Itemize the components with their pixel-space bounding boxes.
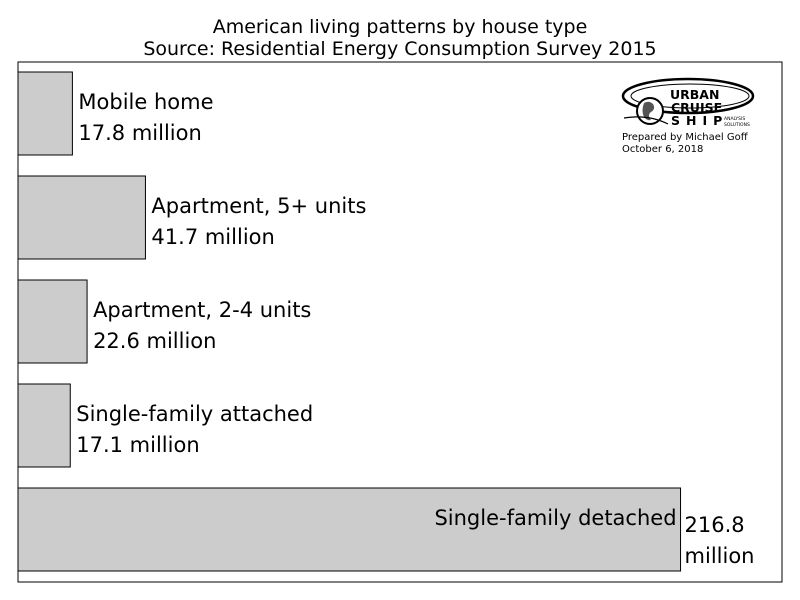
bar-category-label: Mobile home	[78, 90, 213, 114]
bar	[17, 279, 88, 364]
logo-tag2: SOLUTIONS	[724, 122, 750, 128]
logo-line2: CRUISE	[671, 100, 722, 115]
bar-value-label: 22.6 million	[93, 329, 216, 353]
chart-subtitle: Source: Residential Energy Consumption S…	[143, 38, 656, 60]
bar-category-label: Apartment, 5+ units	[151, 194, 366, 218]
bar-value-label: 41.7 million	[151, 225, 274, 249]
logo-tag1: ANALYSIS	[724, 116, 745, 122]
logo-line3: SHIP	[671, 113, 728, 128]
bar-category-label: Single-family attached	[76, 402, 313, 426]
bar	[17, 175, 146, 260]
bar-value-label: 17.1 million	[76, 433, 199, 457]
bar	[17, 383, 71, 468]
urban-cruise-ship-logo: URBAN CRUISE SHIP ANALYSIS SOLUTIONS	[621, 77, 755, 128]
bar-value-label: 17.8 million	[78, 121, 201, 145]
logo-line1: URBAN	[670, 87, 719, 102]
bar	[17, 487, 682, 572]
bar	[17, 71, 73, 156]
bars-layer: Mobile home 17.8 million Apartment, 5+ uni…	[17, 71, 755, 572]
credit-block: URBAN CRUISE SHIP ANALYSIS SOLUTIONS Pre…	[621, 77, 755, 155]
bar-value-label: 216.8 million	[685, 513, 755, 568]
bar-category-label: Single-family detached	[434, 506, 676, 530]
prepared-by: Prepared by Michael Goff	[622, 132, 749, 143]
bar-category-label: Apartment, 2-4 units	[93, 298, 311, 322]
credit-date: October 6, 2018	[622, 144, 703, 155]
chart-title: American living patterns by house type	[213, 16, 588, 38]
